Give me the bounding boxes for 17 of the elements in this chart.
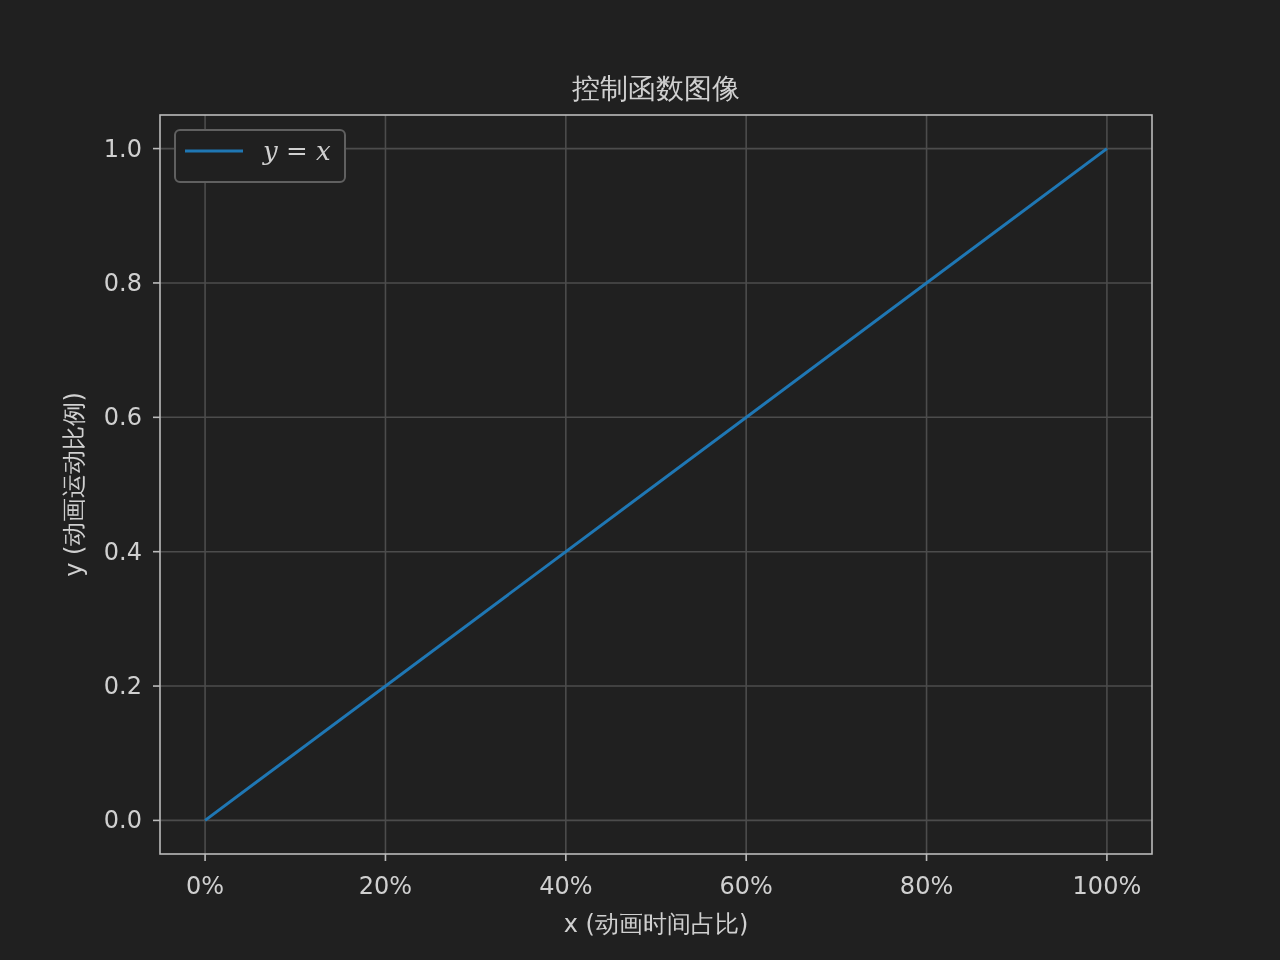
chart-title: 控制函数图像 (572, 72, 740, 105)
y-tick-label: 0.8 (103, 268, 142, 297)
y-tick-label: 0.6 (103, 403, 142, 432)
x-tick-label: 80% (899, 872, 954, 900)
y-tick-label: 1.0 (103, 134, 142, 163)
legend-label: y = x (262, 136, 331, 166)
x-axis-title: x (动画时间占比) (563, 910, 749, 938)
x-tick-label: 0% (186, 872, 225, 900)
legend: y = x (174, 129, 346, 183)
x-tick-label: 20% (358, 872, 413, 900)
y-axis-title: y (动画运动比例) (60, 392, 88, 577)
y-tick-label: 0.0 (103, 806, 142, 835)
y-tick-label: 0.2 (103, 672, 142, 701)
y-tick-label: 0.4 (103, 537, 142, 566)
x-tick-label: 60% (719, 872, 773, 900)
x-tick-label: 100% (1072, 872, 1142, 900)
x-tick-label: 40% (539, 872, 593, 900)
